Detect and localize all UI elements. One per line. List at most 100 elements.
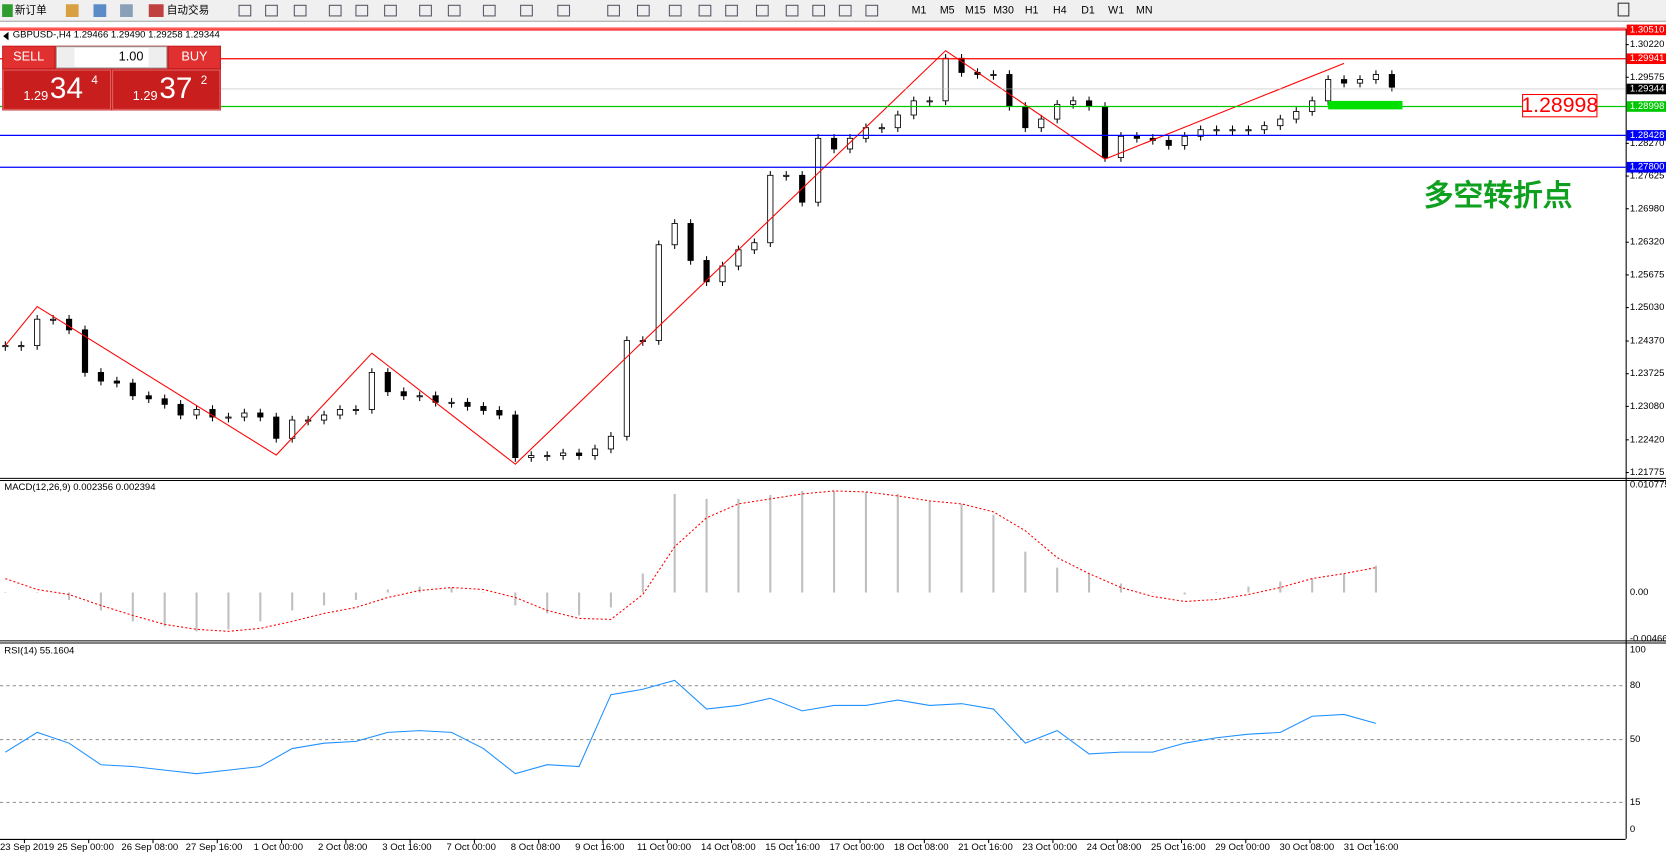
macd-bar [1247,586,1250,593]
candle [703,260,710,283]
candle [926,100,933,103]
candle [273,416,280,439]
macd-bar [896,493,899,593]
macd-bar [195,592,198,632]
macd-bar [1374,565,1377,593]
toolbar-icon[interactable] [785,4,799,17]
macd-bar [1343,573,1346,593]
y-tick-label: 1.24370 [1630,336,1665,347]
candle [400,391,407,397]
candle [113,380,120,384]
annotation-box [1522,93,1598,118]
search-icon[interactable] [1617,2,1630,17]
timeframe-button[interactable]: M1 [912,4,927,16]
timeframe-button[interactable]: M15 [965,4,986,16]
y-tick-label: 1.25030 [1630,302,1665,313]
candle [607,435,615,450]
macd-bar [323,592,326,606]
y-tick-label: 1.29575 [1630,72,1665,83]
macd-bar [450,587,453,593]
x-tick-label: 18 Oct 08:00 [894,842,949,853]
toolbar-icon[interactable] [447,4,461,17]
toolbar-icon[interactable] [419,4,432,17]
toolbar-icon[interactable] [238,4,252,17]
lot-down[interactable] [57,47,75,67]
x-tick-label: 26 Sep 08:00 [121,842,178,853]
y-tick-label: 1.26980 [1630,203,1665,214]
toolbar-icon[interactable] [755,4,769,17]
lot-value[interactable]: 1.00 [119,49,144,64]
sell-label[interactable]: SELL [13,49,44,64]
toolbar-icon[interactable] [384,4,397,17]
icon[interactable] [65,4,79,17]
toolbar-icon[interactable] [265,4,278,17]
toolbar-icon[interactable] [355,4,369,17]
lot-up[interactable] [148,47,166,67]
icon[interactable] [93,4,107,17]
macd-bar [131,592,134,622]
macd-bar [641,573,644,593]
candle [560,452,567,456]
ask-pips: 37 [159,72,192,105]
candle [496,410,503,416]
candle [1038,118,1045,129]
timeframe-button[interactable]: M30 [993,4,1014,16]
toolbar-icon[interactable] [838,4,852,17]
candle [145,395,152,400]
annotation-price: 1.28998 [1521,93,1598,117]
candle [1117,135,1125,159]
timeframe-button[interactable]: D1 [1081,4,1095,16]
toolbar-icon[interactable] [482,4,496,17]
auto-trade-icon[interactable] [148,4,164,17]
macd-bar [609,592,612,608]
candle [942,57,949,102]
y-tick-label: 1.23080 [1630,401,1665,412]
macd-bar [833,490,836,593]
toolbar-icon[interactable] [668,4,682,17]
toolbar-icon[interactable] [607,4,620,17]
macd-bar [992,514,995,593]
candle [591,448,599,456]
timeframe-button[interactable]: H1 [1025,4,1039,16]
bid-box[interactable] [2,69,112,110]
toolbar-icon[interactable] [698,4,712,17]
toolbar-icon[interactable] [557,4,571,17]
candle [990,74,997,76]
candle [97,372,105,382]
toolbar-icon[interactable] [812,4,826,17]
auto-trade-button[interactable]: 自动交易 [167,3,209,16]
level-badge [1626,83,1666,95]
timeframe-button[interactable]: W1 [1108,4,1124,16]
toolbar-icon[interactable] [328,4,342,17]
sell-button[interactable] [3,46,55,68]
level-label: 1.28428 [1630,130,1665,141]
macd-bar [546,592,549,614]
new-order-button[interactable]: 新订单 [15,3,47,16]
annotation-text: 多空转折点 [1424,179,1573,212]
level-badge [1626,130,1666,141]
x-tick-label: 31 Oct 16:00 [1344,842,1399,853]
icon[interactable] [120,4,133,17]
ask-box[interactable] [112,69,221,110]
toolbar-icon[interactable] [725,4,738,17]
buy-label[interactable]: BUY [181,49,208,64]
macd-bar [1215,592,1218,594]
toolbar-icon[interactable] [293,4,307,17]
rsi-label: RSI(14) 55.1604 [4,645,75,656]
y-tick-label: 1.27625 [1630,171,1665,182]
y-tick-label: 1.21775 [1630,467,1665,478]
toolbar-icon[interactable] [865,4,879,17]
candle [783,174,790,177]
new-order-icon[interactable] [2,4,13,17]
macd-bar [1151,592,1154,594]
timeframe-button[interactable]: M5 [940,4,955,16]
toolbar-icon[interactable] [520,4,533,17]
x-tick-label: 17 Oct 00:00 [830,842,885,853]
toolbar-icon[interactable] [636,4,650,17]
timeframe-button[interactable]: H4 [1053,4,1067,16]
lot-input[interactable] [55,46,168,69]
timeframe-button[interactable]: MN [1136,4,1153,16]
y-tick-label: 15 [1630,797,1641,808]
toolbar-buttons: 新订单 自动交易 M1 M5 M15 M30 H1 H4 D1 W1 MN [2,2,1630,17]
buy-button[interactable] [168,46,220,68]
